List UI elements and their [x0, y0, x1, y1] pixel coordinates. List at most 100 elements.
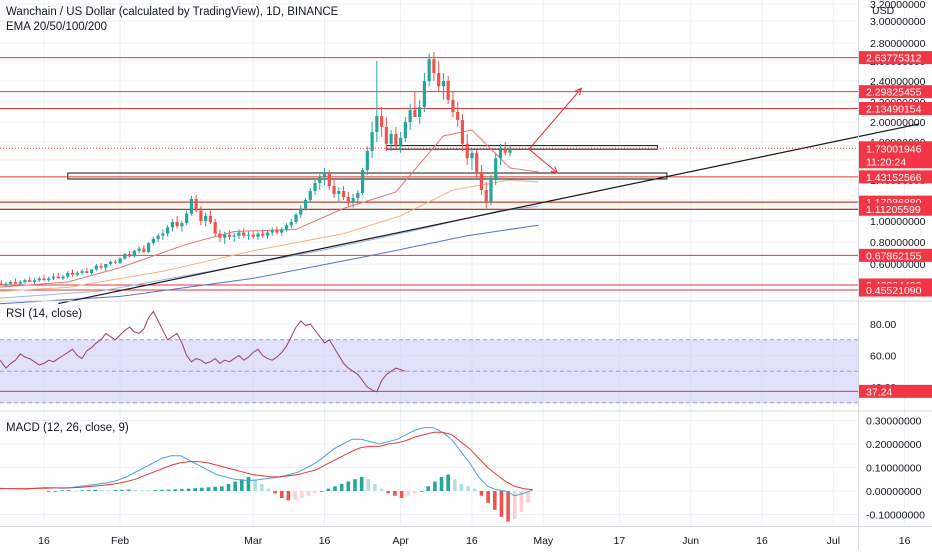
- macd-histogram-bar[interactable]: [519, 491, 524, 513]
- candle[interactable]: [451, 91, 455, 118]
- macd-histogram-bar[interactable]: [133, 489, 138, 491]
- candle[interactable]: [403, 117, 407, 142]
- rsi-indicator-label[interactable]: RSI (14, close): [6, 308, 82, 320]
- price-level-badge[interactable]: [859, 85, 932, 99]
- price-level-badge[interactable]: [859, 51, 932, 65]
- macd-histogram-bar[interactable]: [279, 491, 284, 499]
- candle[interactable]: [104, 264, 108, 272]
- candle[interactable]: [427, 53, 431, 87]
- candle[interactable]: [360, 168, 365, 195]
- macd-histogram-bar[interactable]: [186, 488, 191, 491]
- candle[interactable]: [408, 104, 412, 130]
- candle[interactable]: [99, 262, 103, 270]
- current-price-badge[interactable]: [859, 141, 932, 169]
- candle[interactable]: [161, 229, 165, 240]
- macd-histogram-bar[interactable]: [346, 481, 351, 491]
- macd-histogram-bar[interactable]: [106, 490, 111, 492]
- macd-histogram-bar[interactable]: [512, 491, 517, 520]
- candle[interactable]: [194, 195, 198, 213]
- macd-histogram-bar[interactable]: [233, 481, 237, 491]
- macd-histogram-bar[interactable]: [459, 483, 464, 491]
- candle[interactable]: [47, 276, 51, 282]
- candle[interactable]: [422, 73, 426, 112]
- candle[interactable]: [218, 229, 222, 242]
- candle[interactable]: [446, 76, 450, 104]
- macd-histogram-bar[interactable]: [419, 491, 424, 492]
- candle[interactable]: [227, 230, 232, 240]
- macd-indicator-label[interactable]: MACD (12, 26, close, 9): [6, 422, 129, 434]
- candle[interactable]: [341, 186, 346, 200]
- ema100-line[interactable]: [0, 205, 539, 300]
- candle[interactable]: [365, 146, 369, 176]
- candle[interactable]: [89, 269, 94, 275]
- candle[interactable]: [142, 245, 146, 253]
- macd-signal-line[interactable]: [0, 431, 533, 491]
- candle[interactable]: [213, 218, 217, 237]
- rsi-level-badge[interactable]: [859, 384, 932, 398]
- candle[interactable]: [308, 188, 312, 204]
- macd-histogram-bar[interactable]: [446, 474, 450, 491]
- candle[interactable]: [37, 276, 41, 282]
- macd-histogram-bar[interactable]: [526, 491, 530, 503]
- candle[interactable]: [108, 260, 113, 266]
- candle[interactable]: [175, 215, 179, 229]
- candle[interactable]: [151, 236, 155, 246]
- candle[interactable]: [237, 229, 241, 239]
- price-level-badge[interactable]: [859, 283, 932, 297]
- candle[interactable]: [332, 180, 336, 198]
- candle[interactable]: [346, 192, 350, 207]
- candle[interactable]: [18, 280, 22, 286]
- candle[interactable]: [275, 226, 279, 235]
- candle[interactable]: [208, 210, 213, 225]
- candle[interactable]: [318, 172, 322, 190]
- macd-histogram-bar[interactable]: [146, 490, 151, 492]
- candle[interactable]: [465, 134, 469, 165]
- candle[interactable]: [85, 267, 89, 273]
- macd-histogram-bar[interactable]: [126, 489, 131, 491]
- macd-histogram-bar[interactable]: [66, 490, 71, 491]
- macd-histogram-bar[interactable]: [492, 491, 497, 510]
- symbol-title[interactable]: Wanchain / US Dollar (calculated by Trad…: [6, 6, 339, 18]
- candle[interactable]: [356, 190, 360, 205]
- candle[interactable]: [384, 117, 388, 151]
- candle[interactable]: [370, 122, 374, 159]
- candle[interactable]: [156, 233, 160, 242]
- macd-histogram-bar[interactable]: [393, 491, 397, 496]
- macd-histogram-bar[interactable]: [286, 491, 291, 501]
- candle[interactable]: [289, 218, 293, 229]
- macd-histogram-bar[interactable]: [339, 483, 344, 491]
- macd-histogram-bar[interactable]: [466, 486, 470, 491]
- macd-histogram-bar[interactable]: [359, 476, 364, 491]
- candle[interactable]: [299, 205, 303, 218]
- macd-histogram-bar[interactable]: [166, 489, 171, 491]
- macd-histogram-bar[interactable]: [240, 479, 244, 491]
- candle[interactable]: [28, 276, 32, 282]
- macd-histogram-bar[interactable]: [273, 491, 277, 494]
- macd-histogram-bar[interactable]: [160, 489, 164, 491]
- macd-histogram-bar[interactable]: [326, 488, 331, 491]
- candle[interactable]: [56, 273, 60, 279]
- price-level-badge[interactable]: [859, 248, 932, 262]
- candle[interactable]: [380, 107, 384, 137]
- macd-histogram-bar[interactable]: [399, 491, 404, 499]
- candle[interactable]: [232, 232, 236, 242]
- candle[interactable]: [337, 187, 341, 203]
- time-axis[interactable]: 16 Feb Mar 16 Apr 16 May 17 Jun 16 Jul 16: [38, 535, 910, 547]
- candle[interactable]: [313, 180, 317, 195]
- candle[interactable]: [204, 212, 208, 227]
- candle[interactable]: [389, 130, 393, 151]
- candle[interactable]: [475, 149, 479, 178]
- macd-histogram-bar[interactable]: [173, 489, 178, 491]
- price-level-badge[interactable]: [859, 202, 932, 216]
- macd-histogram-bar[interactable]: [293, 491, 297, 501]
- candle[interactable]: [441, 73, 446, 100]
- candle[interactable]: [456, 102, 460, 127]
- macd-histogram-bar[interactable]: [306, 491, 311, 496]
- macd-histogram-bar[interactable]: [353, 479, 357, 491]
- candle[interactable]: [66, 271, 70, 279]
- candle[interactable]: [494, 152, 498, 185]
- candle[interactable]: [322, 168, 327, 185]
- macd-histogram-bar[interactable]: [386, 491, 391, 494]
- macd-histogram-bar[interactable]: [93, 489, 98, 491]
- candle[interactable]: [70, 269, 75, 277]
